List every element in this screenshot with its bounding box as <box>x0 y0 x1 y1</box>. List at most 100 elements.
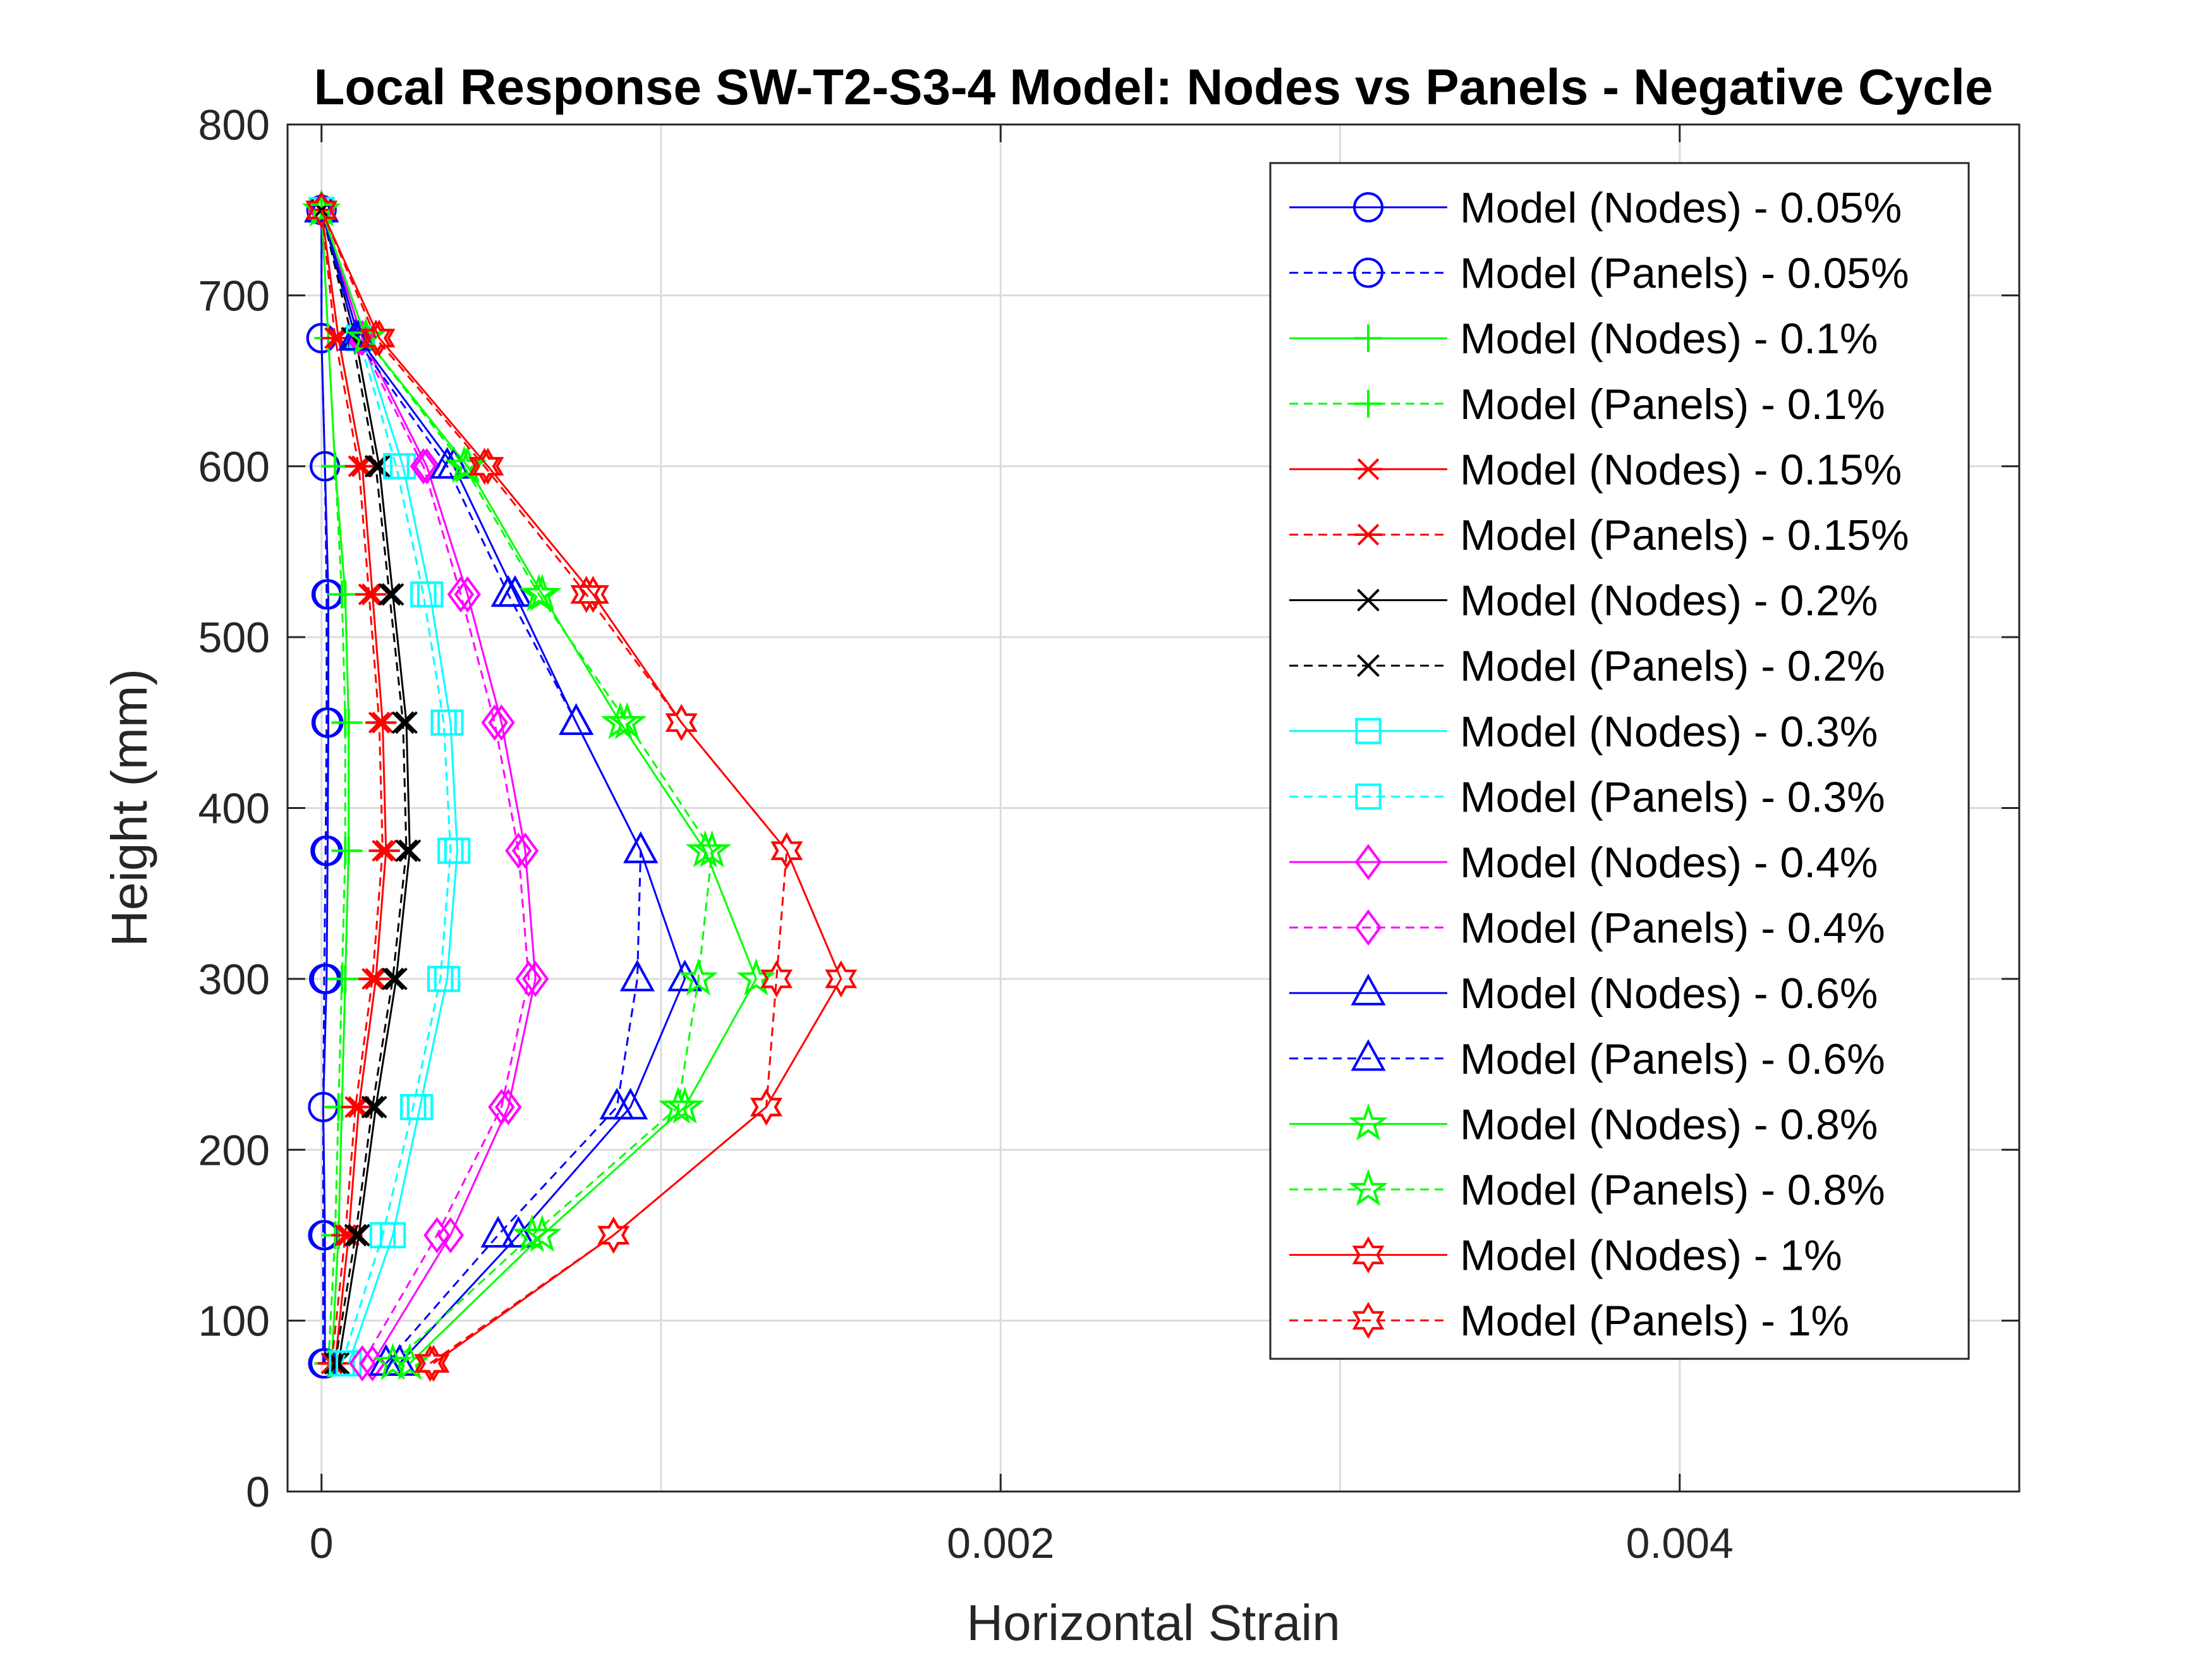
data-point-6-5 <box>395 711 418 734</box>
y-axis-label: Height (mm) <box>101 669 157 947</box>
data-point-9-3 <box>427 966 454 992</box>
legend-label-0: Model (Nodes) - 0.05% <box>1460 184 1902 232</box>
legend-marker-2 <box>1354 324 1382 353</box>
legend-label-1: Model (Panels) - 0.05% <box>1460 250 1909 298</box>
data-point-17-9 <box>305 191 338 229</box>
legend-label-14: Model (Nodes) - 0.8% <box>1460 1100 1878 1148</box>
legend-label-5: Model (Panels) - 0.15% <box>1460 511 1909 559</box>
data-point-6-4 <box>398 839 422 863</box>
data-point-13-4 <box>623 831 659 863</box>
data-point-11-5 <box>481 704 508 741</box>
data-point-14-3 <box>736 958 776 996</box>
legend-box <box>1269 162 1970 1360</box>
legend-marker-0 <box>1353 192 1383 222</box>
data-point-6-7 <box>368 454 391 478</box>
legend-marker-9 <box>1355 783 1382 810</box>
data-point-7-6 <box>378 583 401 606</box>
data-point-5-7 <box>344 455 373 478</box>
legend-label-4: Model (Nodes) - 0.15% <box>1460 446 1902 494</box>
data-point-3-3 <box>327 964 356 993</box>
series-line-9 <box>320 209 452 1364</box>
legend-marker-10 <box>1354 844 1382 880</box>
legend-label-16: Model (Nodes) - 1% <box>1460 1232 1842 1280</box>
y-tick-label-5: 500 <box>198 614 270 662</box>
data-point-5-0 <box>317 1352 346 1375</box>
data-point-5-5 <box>365 712 394 734</box>
data-point-17-6 <box>570 576 603 613</box>
series-line-6 <box>320 209 411 1364</box>
y-tick-label-0: 0 <box>246 1468 270 1516</box>
data-point-15-6 <box>519 573 559 611</box>
x-tick-label-0: 0 <box>310 1519 334 1567</box>
y-tick-label-8: 800 <box>198 101 270 149</box>
data-point-6-0 <box>327 1352 350 1375</box>
legend-label-17: Model (Panels) - 1% <box>1460 1297 1849 1345</box>
data-point-17-8 <box>360 319 392 357</box>
legend-marker-8 <box>1355 718 1382 744</box>
series-line-7 <box>320 209 408 1364</box>
data-point-9-6 <box>410 581 437 608</box>
data-point-10-2 <box>495 1088 522 1126</box>
series-line-5 <box>320 210 384 1364</box>
y-tick-label-6: 600 <box>198 443 270 491</box>
data-point-6-6 <box>381 583 404 606</box>
legend-label-10: Model (Nodes) - 0.4% <box>1460 839 1878 887</box>
data-point-10-7 <box>413 448 441 485</box>
data-point-17-7 <box>468 447 501 485</box>
data-point-16-3 <box>825 960 858 998</box>
data-point-13-9 <box>304 190 339 222</box>
data-point-6-3 <box>385 967 408 990</box>
legend-label-6: Model (Nodes) - 0.2% <box>1460 577 1878 625</box>
data-point-9-0 <box>329 1350 355 1376</box>
legend-marker-5 <box>1354 523 1382 546</box>
legend-marker-15 <box>1349 1169 1388 1206</box>
data-point-9-1 <box>369 1222 396 1249</box>
series-line-15 <box>320 209 714 1364</box>
legend-marker-17 <box>1352 1301 1385 1339</box>
legend-marker-6 <box>1357 588 1380 612</box>
data-point-17-5 <box>665 703 698 741</box>
data-point-10-1 <box>437 1217 465 1254</box>
series-group <box>301 189 858 1382</box>
legend-label-8: Model (Nodes) - 0.3% <box>1460 708 1878 756</box>
data-point-11-6 <box>447 576 475 613</box>
series-line-13 <box>320 209 642 1364</box>
data-point-7-1 <box>344 1224 367 1247</box>
data-point-7-2 <box>361 1095 384 1119</box>
data-point-5-3 <box>358 968 387 990</box>
data-point-12-3 <box>667 959 703 992</box>
data-point-6-1 <box>347 1224 370 1247</box>
data-point-7-4 <box>395 839 418 863</box>
data-point-9-2 <box>400 1093 427 1121</box>
data-point-13-5 <box>559 703 594 735</box>
y-tick-label-4: 400 <box>198 785 270 833</box>
data-point-15-1 <box>512 1214 552 1252</box>
y-tick-label-1: 100 <box>198 1297 270 1346</box>
series-line-17 <box>320 209 788 1364</box>
data-point-13-6 <box>490 574 526 607</box>
legend-marker-16 <box>1352 1236 1385 1273</box>
legend-label-2: Model (Nodes) - 0.1% <box>1460 315 1878 363</box>
legend-label-15: Model (Panels) - 0.8% <box>1460 1166 1885 1214</box>
data-point-5-6 <box>355 583 383 605</box>
y-tick-label-2: 200 <box>198 1126 270 1174</box>
y-tick-label-3: 300 <box>198 956 270 1004</box>
series-line-1 <box>320 210 328 1364</box>
data-point-5-2 <box>341 1096 370 1118</box>
legend-marker-4 <box>1354 458 1382 480</box>
legend-label-9: Model (Panels) - 0.3% <box>1460 773 1885 821</box>
data-point-15-4 <box>692 830 732 868</box>
data-point-13-1 <box>480 1215 516 1248</box>
data-point-7-5 <box>391 711 415 734</box>
ticks: 0 0.002 0.004 0 100 200 300 400 500 600 700 800 <box>198 101 2019 1567</box>
data-point-11-7 <box>410 448 437 485</box>
data-point-3-4 <box>331 837 360 865</box>
data-point-14-1 <box>522 1214 562 1252</box>
legend-marker-1 <box>1353 257 1383 288</box>
legend-marker-7 <box>1357 654 1380 678</box>
legend-label-3: Model (Panels) - 0.1% <box>1460 380 1885 428</box>
data-point-11-1 <box>423 1217 451 1254</box>
data-point-11-0 <box>349 1345 376 1382</box>
series-17 <box>305 191 803 1382</box>
